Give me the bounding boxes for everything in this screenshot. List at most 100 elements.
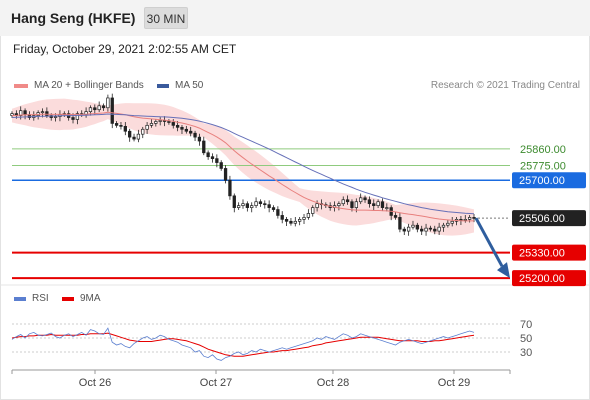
candle-body — [441, 224, 446, 228]
rsi-swatch — [14, 296, 26, 301]
candle-body — [228, 179, 232, 197]
level-label-resistance: 25860.00 — [520, 144, 566, 156]
candle-body — [132, 136, 136, 140]
candle-body — [236, 205, 241, 208]
forecast-arrow-head — [497, 262, 510, 279]
candle-body — [202, 140, 206, 154]
candle-body — [258, 201, 263, 205]
candle-body — [71, 117, 75, 120]
candle-body — [415, 224, 419, 230]
candle-body — [45, 111, 49, 116]
candle-body — [197, 136, 202, 142]
candle-body — [193, 132, 197, 138]
candle-body — [19, 110, 23, 116]
candle-body — [149, 123, 154, 126]
candle-body — [215, 158, 219, 163]
candle-body — [167, 121, 171, 123]
candle-body — [141, 128, 145, 135]
candle-body — [341, 199, 345, 205]
candle-body — [93, 107, 97, 111]
rsi-line — [11, 327, 475, 361]
candle-body — [450, 220, 454, 224]
candle-body — [53, 116, 58, 118]
x-tick-label: Oct 26 — [79, 377, 111, 389]
legend-ma50-label: MA 50 — [175, 80, 204, 91]
candle-body — [245, 203, 250, 208]
candle-body — [411, 224, 415, 228]
candle-body — [206, 152, 210, 158]
candle-body — [350, 201, 354, 208]
ma50-line — [11, 113, 475, 215]
candle-body — [114, 123, 119, 126]
candle-body — [119, 125, 123, 127]
candle-body — [101, 105, 106, 109]
candle-body — [75, 113, 80, 120]
candle-body — [284, 218, 289, 222]
candle-body — [420, 228, 424, 232]
ma20-line — [11, 111, 474, 222]
rsi-ma-swatch — [62, 296, 74, 301]
x-tick-label: Oct 27 — [200, 377, 232, 389]
candle-body — [380, 201, 385, 208]
legend-rsi-label: RSI — [32, 293, 49, 304]
chart-header: Hang Seng (HKFE) 30 MIN — [0, 0, 590, 36]
candle-body — [145, 125, 149, 130]
instrument-title: Hang Seng (HKFE) — [11, 10, 136, 26]
candle-body — [123, 125, 127, 132]
forecast-arrow-line — [474, 217, 504, 267]
legend-ma50: MA 50 — [157, 80, 203, 91]
candle-body — [354, 201, 358, 208]
legend-9ma-label: 9MA — [80, 293, 101, 304]
candle-body — [289, 220, 293, 224]
rsi-tick-label: 30 — [520, 347, 532, 359]
candle-body — [463, 218, 467, 221]
candle-body — [393, 215, 398, 218]
x-tick-label: Oct 28 — [317, 377, 349, 389]
legend-ma20: MA 20 + Bollinger Bands — [14, 80, 144, 91]
candle-body — [136, 133, 141, 140]
candle-body — [219, 162, 223, 169]
candle-body — [298, 218, 302, 222]
candle-body — [359, 197, 363, 203]
candle-body — [241, 203, 245, 206]
level-tag-support — [512, 270, 586, 287]
candle-body — [428, 227, 433, 230]
candle-body — [232, 195, 236, 208]
timeframe-button[interactable]: 30 MIN — [144, 7, 188, 29]
candle-body — [446, 222, 450, 226]
x-tick-label: Oct 29 — [438, 377, 470, 389]
candle-body — [97, 105, 101, 111]
candle-body — [276, 209, 280, 216]
legend-rsi: RSI — [14, 293, 49, 304]
last-price-tag — [512, 210, 586, 227]
candle-body — [398, 217, 402, 230]
candle-body — [158, 120, 162, 122]
candle-body — [175, 125, 180, 128]
rsi-tick-label: 70 — [520, 319, 532, 331]
candle-body — [110, 97, 114, 124]
candle-body — [337, 203, 341, 206]
ma50-swatch — [157, 83, 169, 88]
candle-body — [424, 227, 428, 232]
candle-body — [406, 226, 411, 232]
candle-body — [88, 107, 93, 113]
ma20-swatch — [14, 83, 28, 88]
candle-body — [171, 122, 175, 126]
candle-body — [271, 207, 276, 210]
candle-body — [128, 130, 132, 138]
candle-body — [472, 217, 476, 219]
candle-body — [315, 203, 319, 208]
rsi-tick-label: 50 — [520, 333, 532, 345]
level-label-resistance: 25775.00 — [520, 161, 566, 173]
candle-body — [223, 168, 228, 181]
candle-body — [263, 203, 267, 206]
legend-9ma: 9MA — [62, 293, 101, 304]
candle-body — [254, 201, 258, 206]
legend-ma20-label: MA 20 + Bollinger Bands — [34, 80, 144, 91]
candle-body — [345, 199, 350, 203]
candle-body — [437, 226, 441, 232]
candle-body — [250, 205, 254, 208]
candle-body — [363, 197, 367, 201]
candle-body — [367, 199, 372, 205]
